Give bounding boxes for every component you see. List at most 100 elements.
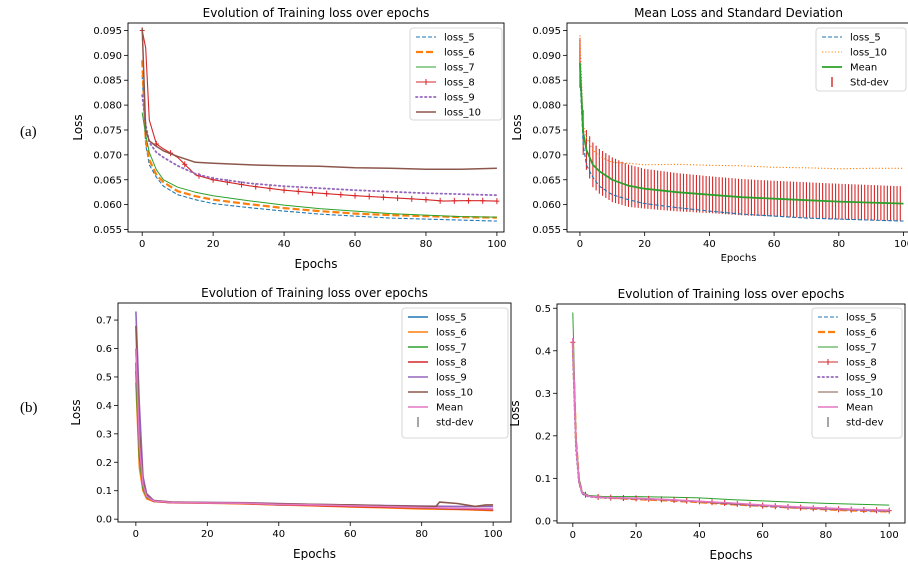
- x-tick-label: 80: [415, 529, 428, 540]
- x-tick-label: 0: [577, 239, 583, 250]
- y-tick-label: 0.085: [93, 76, 122, 87]
- chart-panel-2: Mean Loss and Standard Deviation Epochs Lo…: [510, 6, 908, 264]
- x-tick-label: 100: [880, 530, 899, 541]
- y-tick-label: 0.080: [532, 101, 561, 112]
- legend-label: loss_9: [846, 373, 877, 384]
- chart-panel-1: Evolution of Training loss over epochs Ep…: [71, 6, 506, 271]
- x-tick-label: 40: [272, 529, 285, 540]
- chart-title: Mean Loss and Standard Deviation: [634, 6, 843, 20]
- legend-label: loss_8: [444, 78, 475, 89]
- y-tick-label: 0.5: [96, 372, 112, 383]
- plot-frame: [556, 303, 906, 524]
- x-axis-label: Epochs: [295, 257, 338, 271]
- x-tick-label: 40: [693, 530, 706, 541]
- x-tick-label: 80: [420, 239, 433, 250]
- x-tick-label: 20: [630, 530, 643, 541]
- y-tick-label: 0.0: [96, 515, 112, 526]
- y-tick-label: 0.075: [532, 125, 561, 136]
- x-tick-label: 100: [894, 239, 908, 250]
- legend-box: [811, 307, 903, 439]
- y-tick-label: 0.065: [93, 175, 122, 186]
- legend-label: std-dev: [846, 418, 884, 429]
- y-tick-label: 0.090: [532, 51, 561, 62]
- y-tick-label: 0.2: [535, 431, 551, 442]
- y-tick-label: 0.065: [532, 175, 561, 186]
- legend-label: loss_5: [444, 33, 475, 44]
- y-tick-label: 0.3: [535, 389, 551, 400]
- y-tick-label: 0.070: [532, 150, 561, 161]
- x-tick-label: 80: [832, 239, 845, 250]
- series-line-mean: [572, 337, 890, 511]
- plot-frame: [566, 22, 908, 233]
- x-tick-label: 60: [344, 529, 357, 540]
- y-tick-label: 0.055: [532, 225, 561, 236]
- x-tick-label: 60: [756, 530, 769, 541]
- series-line-loss-10: [141, 27, 497, 171]
- series-line-mean: [579, 62, 904, 205]
- y-tick-label: 0.2: [96, 458, 112, 469]
- series-line-loss-8: [141, 30, 497, 202]
- x-tick-label: 60: [768, 239, 781, 250]
- y-tick-label: 0.5: [535, 304, 551, 315]
- series-line-loss-10: [579, 35, 904, 170]
- series-line-loss-6: [141, 60, 497, 219]
- legend-label: loss_5: [850, 33, 881, 44]
- y-tick-label: 0.1: [96, 486, 112, 497]
- y-tick-label: 0.095: [532, 26, 561, 37]
- x-tick-label: 60: [349, 239, 362, 250]
- legend-label: loss_6: [846, 328, 877, 339]
- row-label-a: (a): [20, 124, 37, 140]
- x-axis-label: Epochs: [293, 547, 336, 560]
- y-tick-label: 0.060: [93, 200, 122, 211]
- x-tick-label: 100: [484, 529, 503, 540]
- y-tick-label: 0.3: [96, 429, 112, 440]
- legend-label: loss_10: [436, 388, 473, 399]
- series-line-mean: [135, 348, 494, 510]
- plot-frame: [117, 302, 512, 523]
- plot-area: [570, 312, 892, 514]
- x-tick-label: 100: [487, 239, 506, 250]
- plot-area: [579, 35, 904, 222]
- legend-label: loss_10: [444, 108, 481, 119]
- legend-box: [401, 307, 509, 439]
- x-tick-label: 40: [278, 239, 291, 250]
- legend-label: Mean: [436, 403, 463, 414]
- y-tick-label: 0.080: [93, 101, 122, 112]
- legend-label: loss_8: [436, 358, 467, 369]
- legend-label: loss_7: [444, 63, 475, 74]
- x-tick-label: 40: [703, 239, 716, 250]
- y-tick-label: 0.090: [93, 51, 122, 62]
- legend-label: loss_7: [846, 343, 877, 354]
- series-line-loss-7: [141, 112, 497, 218]
- legend-label: loss_10: [850, 48, 887, 59]
- y-tick-label: 0.1: [535, 474, 551, 485]
- x-tick-label: 20: [638, 239, 651, 250]
- x-tick-label: 20: [201, 529, 214, 540]
- chart-title: Evolution of Training loss over epochs: [201, 286, 428, 300]
- y-tick-label: 0.7: [96, 316, 112, 327]
- legend-label: Std-dev: [850, 78, 889, 89]
- y-tick-label: 0.060: [532, 200, 561, 211]
- y-tick-label: 0.070: [93, 150, 122, 161]
- legend-label: Mean: [846, 403, 873, 414]
- chart-panel-3: Evolution of Training loss over epochs Ep…: [69, 286, 512, 561]
- legend-label: loss_10: [846, 388, 883, 399]
- legend-label: std-dev: [436, 418, 474, 429]
- legend-label: loss_9: [444, 93, 475, 104]
- plot-frame: [127, 22, 505, 233]
- y-tick-label: 0.6: [96, 344, 112, 355]
- legend-label: loss_6: [436, 328, 467, 339]
- y-tick-label: 0.085: [532, 76, 561, 87]
- chart-title: Evolution of Training loss over epochs: [203, 6, 430, 20]
- series-line-loss-9: [141, 94, 498, 197]
- plot-area: [135, 311, 494, 512]
- series-line-loss-5: [579, 75, 904, 222]
- series-line-loss-5: [141, 75, 497, 222]
- y-axis-label: Loss: [510, 114, 524, 140]
- y-tick-label: 0.0: [535, 516, 551, 527]
- legend-label: loss_5: [436, 313, 467, 324]
- x-tick-label: 20: [207, 239, 220, 250]
- plot-area: [139, 27, 500, 222]
- y-axis-label: Loss: [508, 400, 522, 426]
